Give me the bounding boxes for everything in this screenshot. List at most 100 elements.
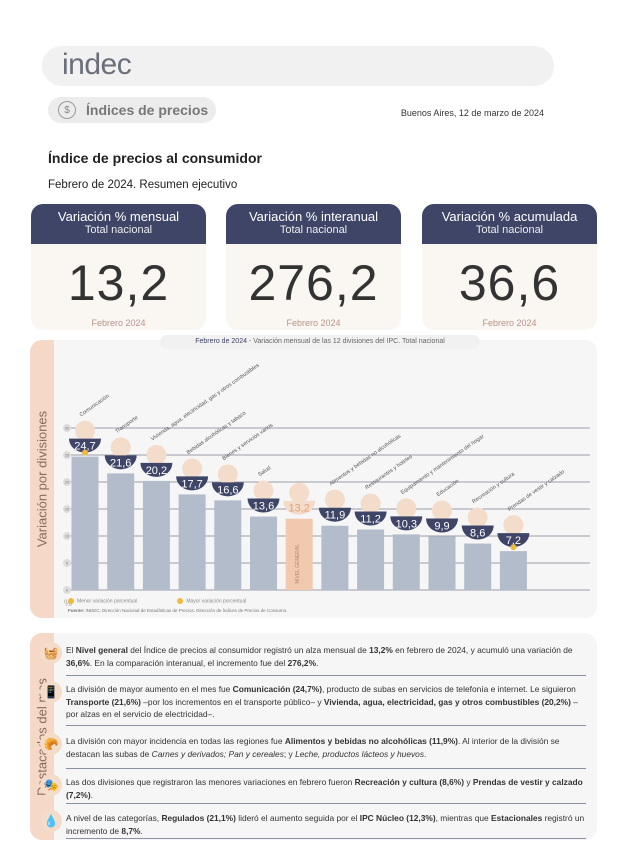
bar-4	[214, 500, 242, 590]
bar-9	[392, 534, 420, 590]
y-tick-label: 15	[65, 507, 70, 512]
highlight-text: .	[140, 825, 143, 836]
value-label: 13,2	[288, 503, 309, 515]
card-value: 276,2	[248, 255, 379, 311]
min-marker	[510, 544, 517, 551]
category-label: Salud	[257, 465, 272, 478]
highlight-text: 8,7%	[121, 825, 141, 836]
chart-legend: Menor variación porcentual Mayor variaci…	[68, 598, 246, 604]
highlight-text: Leche, productos lácteos y huevos	[295, 748, 425, 759]
bar-3	[178, 494, 206, 590]
division-icon	[253, 480, 274, 501]
card-accumulated: Variación % acumulada Total nacional 36,6…	[422, 204, 597, 330]
divider	[66, 725, 586, 726]
category-label: Transporte	[114, 415, 139, 435]
highlight-text: Recreación y cultura (8,6%)	[354, 777, 465, 787]
highlight-text: Comunicación (24,7%)	[232, 684, 323, 694]
max-marker	[82, 449, 88, 456]
highlight-text: , mientras que	[435, 813, 492, 823]
highlight-text: y	[464, 777, 473, 787]
bar-7	[321, 525, 349, 590]
card-value: 36,6	[458, 255, 561, 311]
card-subtitle: Total nacional	[475, 224, 544, 236]
highlight-text: Las dos divisiones que registraron las m…	[66, 777, 355, 787]
highlight-text: , producto de subas en servicios de tele…	[322, 684, 576, 694]
value-badge	[211, 482, 244, 497]
bar-11	[464, 543, 492, 590]
y-tick-label: 25	[65, 453, 70, 458]
value-badge	[461, 525, 494, 540]
highlight-text: Transporte (21,6%)	[66, 696, 141, 707]
general-bar-label: NIVEL GENERAL	[295, 544, 301, 584]
chart-source: Fuente: INDEC, Dirección Nacional de Est…	[68, 608, 288, 613]
card-period: Febrero 2024	[482, 318, 537, 328]
section-label: Índices de precios	[86, 102, 209, 118]
value-badge	[497, 533, 530, 548]
highlight-text: ; y	[283, 748, 296, 759]
bar-10	[428, 536, 456, 590]
chart-title: Febrero de 2024 - Variación mensual de l…	[160, 335, 480, 349]
section-pill: $ Índices de precios	[48, 97, 216, 123]
division-icon	[467, 507, 488, 528]
category-label: Alimentos y bebidas no alcohólicas	[329, 433, 403, 487]
categories-icon: 💧	[40, 810, 62, 832]
highlight-text: .	[316, 657, 319, 668]
bar-0	[71, 456, 99, 590]
category-label: Vivienda, agua, electricidad, gas y otro…	[150, 363, 261, 443]
value-badge	[283, 500, 316, 515]
value-label: 7,2	[506, 535, 521, 547]
card-period: Febrero 2024	[286, 318, 341, 328]
category-label: Educación	[436, 479, 460, 499]
legend-marker-icon	[177, 598, 184, 604]
card-period: Febrero 2024	[91, 318, 146, 328]
bar-5	[250, 516, 277, 590]
card-title: Variación % mensual	[57, 209, 180, 224]
highlight-text: 36,6%	[66, 657, 90, 668]
value-badge	[69, 438, 101, 453]
division-icon	[75, 420, 95, 441]
legend-marker-icon	[68, 598, 74, 604]
y-tick-marker	[63, 505, 71, 513]
highlight-text: . Al interior de la división se destacan…	[66, 736, 560, 759]
header-bar	[42, 46, 554, 86]
bar-chart: 0 5 10 15 20 25 30 24,7 Comunicación 21,6 Transpor…	[63, 363, 590, 594]
value-badge	[104, 455, 137, 470]
value-badge	[318, 507, 351, 522]
highlight-text: Nivel general	[75, 645, 128, 655]
phone-icon: 📱	[40, 681, 62, 703]
card-subtitle: Total nacional	[84, 224, 153, 236]
card-title: Variación % acumulada	[441, 209, 578, 224]
bar-6	[285, 518, 313, 590]
legend-item-min: Menor variación porcentual	[68, 598, 137, 604]
highlight-text: Prendas de vestir y calzado (7,2%)	[66, 777, 583, 800]
value-label: 13,6	[253, 501, 274, 513]
chart-title-text: - Variación mensual de las 12 divisiones…	[246, 338, 445, 345]
division-icon	[396, 498, 417, 519]
highlight-text: La división de mayor aumento en el mes f…	[66, 684, 233, 694]
highlight-text: Estacionales	[491, 813, 543, 823]
food-icon: 🥐	[40, 733, 62, 755]
report-date: Buenos Aires, 12 de marzo de 2024	[400, 108, 544, 118]
category-label: Equipamiento y mantenimiento del hogar	[400, 434, 485, 496]
highlight-text: La división con mayor incidencia en toda…	[66, 736, 285, 746]
division-icon	[324, 489, 345, 510]
y-tick-marker	[63, 424, 71, 432]
highlight-text: 13,2%	[369, 645, 393, 655]
highlight-text: .	[90, 789, 93, 800]
basket-icon: 🧺	[40, 642, 62, 664]
card-value: 13,2	[67, 255, 170, 311]
highlight-item: La división de mayor aumento en el mes f…	[66, 683, 586, 721]
highlight-item: La división con mayor incidencia en toda…	[66, 735, 586, 760]
division-icon	[146, 444, 167, 465]
legend-item-max: Mayor variación porcentual	[177, 598, 246, 604]
y-tick-label: 20	[65, 480, 70, 485]
highlight-text: Regulados (21,1%)	[161, 813, 236, 823]
division-icon	[289, 482, 310, 503]
value-badge	[247, 498, 280, 513]
value-label: 24,7	[74, 441, 95, 453]
y-tick-marker	[63, 451, 71, 459]
y-tick-label: 5	[66, 561, 69, 566]
value-label: 16,6	[217, 484, 238, 496]
divider	[66, 838, 586, 839]
chart-title-prefix: Febrero de 2024	[195, 338, 247, 345]
